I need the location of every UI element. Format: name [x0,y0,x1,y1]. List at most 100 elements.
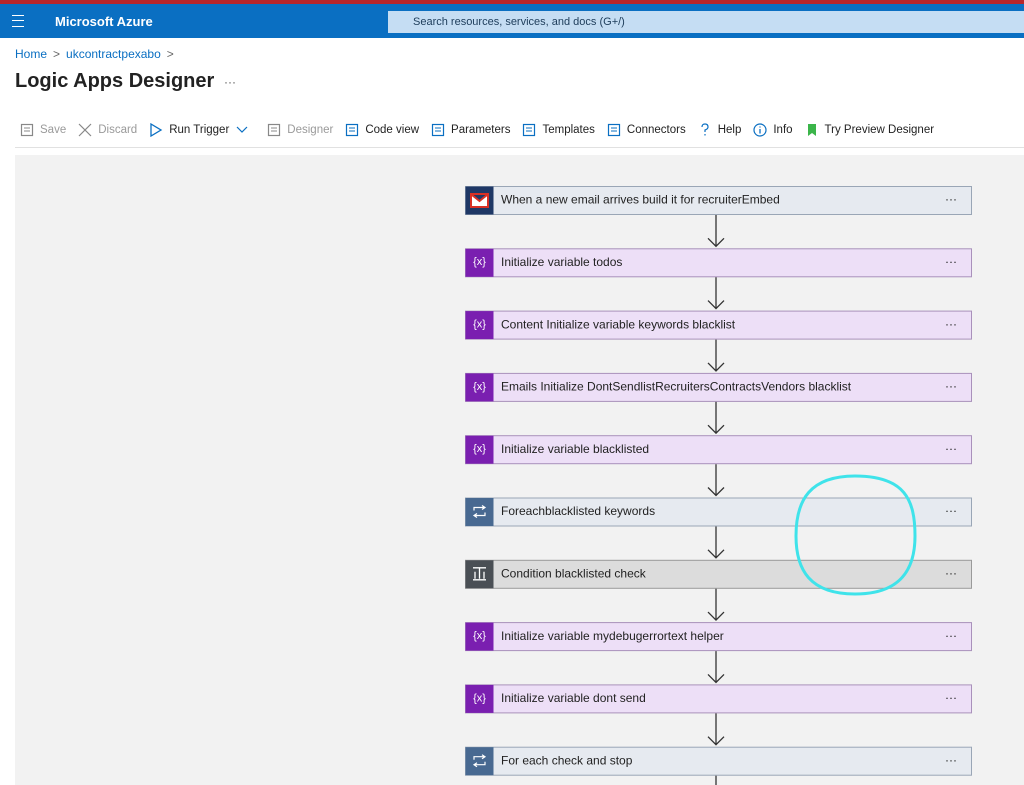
flow-step[interactable]: {x} Content Initialize variable keywords … [465,310,972,340]
step-more: ··· [945,753,957,767]
variable-icon: {x} [473,443,486,455]
toolbar-label: Code view [365,124,420,136]
breadcrumb: Home > ukcontractpexabo > [15,47,174,61]
step-label: Condition blacklisted check [501,566,647,580]
search-box[interactable]: Search resources, services, and docs (G+… [388,11,1024,33]
step-label: Initialize variable blacklisted [501,442,649,456]
top-stripe [0,0,1024,4]
toolbar-button[interactable]: Try Preview Designer [805,123,935,137]
step-more: ··· [945,504,957,518]
step-label: For each check and stop [501,753,633,767]
step-more: ··· [945,566,957,580]
step-icon [465,435,494,464]
step-icon [465,684,494,713]
toolbar-label: Run Trigger [169,124,230,136]
flow-step[interactable]: {x} Initialize variable mydebugerrortext … [465,622,972,652]
toolbar-button[interactable]: Templates [522,123,595,137]
flow-step[interactable]: {x} Initialize variable blacklisted ··· [465,435,972,465]
toolbar-button[interactable]: Info [753,123,793,137]
toolbar-icon [150,123,163,137]
connector-arrow [707,526,725,559]
brand[interactable]: Microsoft Azure [55,14,153,29]
step-more: ··· [945,379,957,393]
toolbar-icon [753,123,767,137]
flow-step[interactable]: {x} Initialize variable todos ··· [465,248,972,278]
step-more: ··· [945,192,957,206]
step-card [465,372,972,402]
flow-step[interactable]: {x} Initialize variable dont send ··· [465,684,972,714]
toolbar-button[interactable]: Help [698,123,742,137]
flow-step[interactable]: Foreachblacklisted keywords ··· [465,497,972,527]
toolbar-icon [431,123,445,137]
toolbar-button[interactable]: Code view [345,123,419,137]
toolbar-icon [20,123,34,137]
toolbar-label: Connectors [626,124,686,136]
step-icon [465,622,494,651]
toolbar: Save Discard Run Trigger Designer Code view P… [20,123,946,137]
toolbar-icon [523,123,536,137]
toolbar-label: Discard [98,124,138,136]
more-button[interactable]: ··· [224,75,236,89]
step-card [465,559,972,589]
step-card [465,186,972,215]
toolbar-label: Templates [542,124,595,136]
connector-arrow [707,588,725,622]
connector-arrow [707,277,725,310]
top-bar: Microsoft Azure Search resources, servic… [0,4,1024,38]
loop-icon [472,505,487,518]
page-title: Logic Apps Designer [15,70,215,92]
step-label: When a new email arrives build it for re… [501,193,780,207]
connector-arrow [707,464,725,497]
crumb[interactable]: ukcontractpexabo [66,47,161,61]
toolbar-icon [701,123,709,136]
step-label: Emails Initialize DontSendlistRecruiters… [501,380,852,394]
step-label: Content Initialize variable keywords bla… [501,317,736,331]
step-more: ··· [945,628,957,642]
flow-step[interactable]: Condition blacklisted check ··· [465,559,972,589]
step-icon [465,373,494,402]
toolbar-button[interactable]: Connectors [607,123,686,137]
flow-step[interactable]: When a new email arrives build it for re… [465,186,972,215]
divider [15,147,1024,148]
connector-arrow [707,651,725,684]
toolbar-button[interactable]: Discard [78,123,137,137]
step-card [465,435,972,465]
chevron[interactable] [233,125,249,135]
connector-arrow [707,339,725,372]
search-placeholder: Search resources, services, and docs (G+… [413,16,625,28]
loop-icon [472,754,487,768]
step-more: ··· [945,254,957,268]
toolbar-button[interactable]: Run Trigger [149,123,255,137]
crumb[interactable]: Home [15,47,48,61]
step-icon [465,498,494,526]
toolbar-icon [807,124,816,136]
connector-arrow [707,215,725,248]
step-icon [465,747,494,776]
variable-icon: {x} [473,630,486,642]
flow-step[interactable]: For each check and stop ··· [465,746,972,776]
toolbar-button[interactable]: Designer [267,123,333,137]
toolbar-label: Try Preview Designer [824,124,935,136]
step-card [465,746,972,776]
toolbar-icon [78,123,92,137]
toolbar-label: Info [773,124,793,136]
menu-button[interactable] [12,15,24,27]
toolbar-label: Designer [287,124,334,136]
toolbar-button[interactable]: Parameters [431,123,510,137]
step-icon [465,311,494,340]
toolbar-button[interactable]: Save [20,123,66,137]
step-label: Initialize variable dont send [501,691,646,705]
condition-icon [473,567,486,581]
connector-arrow [707,401,725,435]
step-more: ··· [945,441,957,455]
toolbar-label: Help [717,124,742,136]
toolbar-icon [346,123,359,137]
variable-icon: {x} [473,692,486,704]
flow-step[interactable]: {x} Emails Initialize DontSendlistRecruit… [465,372,972,402]
toolbar-label: Save [40,124,67,136]
toolbar-label: Parameters [451,124,511,136]
step-label: Foreachblacklisted keywords [501,504,655,518]
email-icon [470,193,489,208]
variable-icon: {x} [473,319,486,331]
